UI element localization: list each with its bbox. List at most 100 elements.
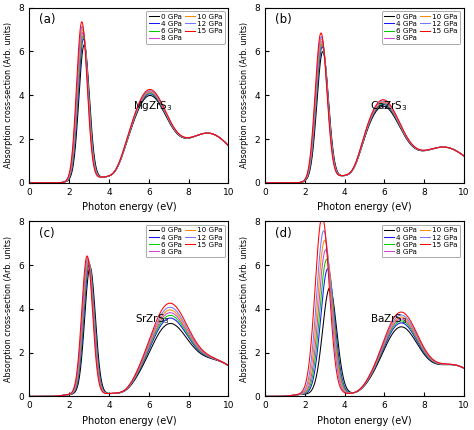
4 GPa: [27, 394, 32, 399]
Text: BaZrS$_3$: BaZrS$_3$: [370, 313, 407, 326]
4 GPa: [39, 180, 45, 185]
Y-axis label: Absorption cross-section (Arb. units): Absorption cross-section (Arb. units): [240, 236, 249, 382]
6 GPa: [147, 342, 153, 347]
6 GPa: [461, 154, 467, 159]
Line: 12 GPa: 12 GPa: [29, 26, 228, 183]
12 GPa: [39, 394, 45, 399]
Text: (b): (b): [275, 13, 292, 26]
15 GPa: [383, 98, 389, 103]
Text: (c): (c): [39, 227, 55, 240]
0 GPa: [434, 361, 439, 366]
10 GPa: [322, 238, 328, 243]
8 GPa: [178, 319, 183, 324]
8 GPa: [39, 394, 45, 399]
12 GPa: [154, 322, 159, 327]
6 GPa: [262, 394, 268, 399]
0 GPa: [262, 394, 268, 399]
15 GPa: [318, 31, 324, 36]
0 GPa: [327, 286, 333, 291]
10 GPa: [80, 27, 85, 32]
4 GPa: [27, 180, 32, 185]
10 GPa: [274, 180, 280, 185]
8 GPa: [39, 180, 45, 185]
0 GPa: [147, 347, 153, 352]
12 GPa: [198, 132, 204, 137]
4 GPa: [142, 356, 148, 361]
0 GPa: [262, 180, 268, 185]
15 GPa: [262, 394, 268, 399]
4 GPa: [461, 154, 467, 159]
15 GPa: [413, 145, 419, 150]
4 GPa: [434, 145, 439, 150]
X-axis label: Photon energy (eV): Photon energy (eV): [82, 416, 176, 426]
Line: 10 GPa: 10 GPa: [265, 39, 464, 183]
6 GPa: [27, 394, 32, 399]
15 GPa: [389, 319, 395, 324]
10 GPa: [39, 180, 45, 185]
12 GPa: [434, 145, 439, 150]
4 GPa: [389, 109, 395, 114]
10 GPa: [389, 107, 395, 112]
4 GPa: [378, 352, 383, 357]
4 GPa: [178, 323, 183, 328]
12 GPa: [461, 154, 467, 159]
Line: 15 GPa: 15 GPa: [265, 216, 464, 396]
0 GPa: [198, 132, 204, 137]
12 GPa: [27, 180, 32, 185]
Line: 15 GPa: 15 GPa: [265, 33, 464, 183]
0 GPa: [82, 42, 87, 47]
4 GPa: [142, 94, 148, 99]
4 GPa: [413, 146, 419, 151]
Line: 0 GPa: 0 GPa: [265, 52, 464, 183]
Line: 15 GPa: 15 GPa: [29, 22, 228, 183]
Text: (d): (d): [275, 227, 292, 240]
15 GPa: [319, 214, 325, 219]
10 GPa: [226, 143, 231, 148]
8 GPa: [226, 143, 231, 148]
6 GPa: [154, 329, 159, 334]
8 GPa: [434, 145, 439, 150]
15 GPa: [262, 180, 268, 185]
4 GPa: [262, 180, 268, 185]
0 GPa: [178, 134, 183, 139]
10 GPa: [147, 338, 153, 344]
4 GPa: [81, 36, 86, 41]
15 GPa: [39, 394, 45, 399]
4 GPa: [274, 180, 280, 185]
15 GPa: [198, 346, 204, 351]
0 GPa: [378, 354, 383, 359]
15 GPa: [142, 348, 148, 353]
0 GPa: [39, 394, 45, 399]
10 GPa: [434, 145, 439, 150]
10 GPa: [142, 352, 148, 357]
Line: 6 GPa: 6 GPa: [29, 36, 228, 183]
Line: 10 GPa: 10 GPa: [29, 260, 228, 396]
Text: SrZrS$_3$: SrZrS$_3$: [135, 313, 170, 326]
10 GPa: [319, 37, 324, 42]
12 GPa: [262, 394, 268, 399]
8 GPa: [226, 363, 231, 368]
10 GPa: [378, 100, 383, 105]
15 GPa: [383, 332, 389, 337]
6 GPa: [434, 145, 439, 150]
8 GPa: [389, 108, 395, 113]
6 GPa: [461, 366, 467, 371]
8 GPa: [461, 366, 467, 371]
0 GPa: [226, 143, 231, 148]
6 GPa: [198, 349, 204, 354]
Legend: 0 GPa, 4 GPa, 6 GPa, 8 GPa, 10 GPa, 12 GPa, 15 GPa: 0 GPa, 4 GPa, 6 GPa, 8 GPa, 10 GPa, 12 G…: [146, 11, 225, 44]
6 GPa: [86, 260, 92, 265]
12 GPa: [434, 360, 439, 365]
Y-axis label: Absorption cross-section (Arb. units): Absorption cross-section (Arb. units): [240, 22, 249, 168]
15 GPa: [147, 334, 153, 339]
Line: 4 GPa: 4 GPa: [29, 264, 228, 396]
15 GPa: [154, 318, 159, 323]
4 GPa: [226, 143, 231, 148]
8 GPa: [147, 340, 153, 345]
6 GPa: [383, 338, 389, 344]
15 GPa: [461, 154, 467, 159]
0 GPa: [320, 49, 326, 54]
12 GPa: [321, 228, 327, 233]
Line: 12 GPa: 12 GPa: [265, 231, 464, 396]
8 GPa: [413, 334, 419, 339]
